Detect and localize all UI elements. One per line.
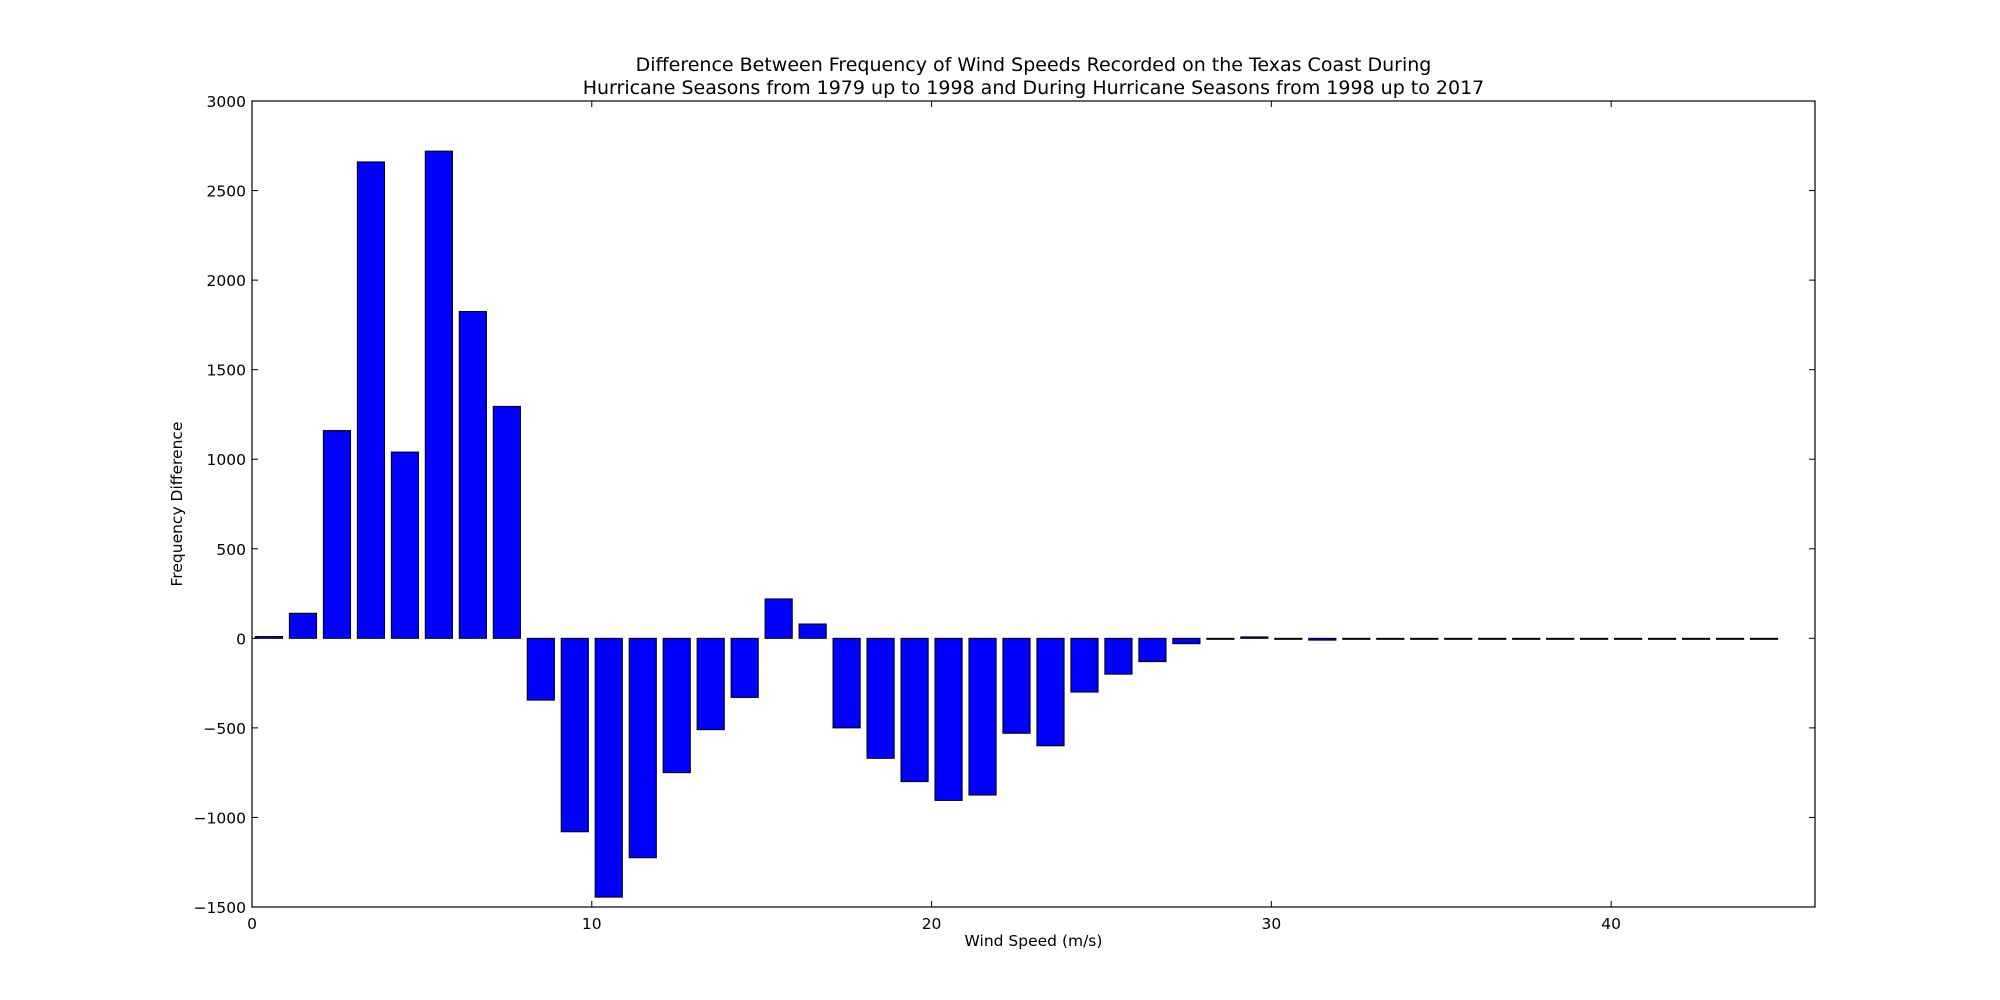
x-tick-label: 10 [582,915,602,933]
bar [1308,637,1337,641]
bar [696,637,725,731]
x-axis-ticks: 0 10 20 30 40 [247,101,1621,933]
bar [1749,637,1779,640]
bar [1580,637,1609,640]
y-tick-label: 0 [236,630,246,648]
y-tick-label: −1500 [194,899,246,917]
bar [1070,637,1099,693]
bar [798,623,827,639]
bar [934,637,963,801]
bar [730,637,759,698]
bar [1444,637,1473,640]
bar [1715,637,1745,640]
bar [900,637,929,783]
x-tick-label: 0 [247,915,257,933]
chart-title: Difference Between Frequency of Wind Spe… [583,54,1485,99]
y-tick-label: 2000 [207,272,246,290]
y-axis-label: Frequency Difference [168,422,186,587]
bar [1172,637,1201,645]
y-tick-label: 3000 [207,93,246,111]
bar [1002,637,1031,734]
bar [322,430,352,639]
y-tick-label: 2500 [207,183,246,201]
bar [390,451,419,639]
bar [560,637,589,833]
bar [594,637,623,898]
bar [492,405,521,639]
chart-title-line: Hurricane Seasons from 1979 up to 1998 a… [583,77,1485,99]
y-tick-label: −500 [203,720,246,738]
bar [1104,637,1133,675]
bar [662,637,691,774]
bar [356,161,386,639]
chart-title-line: Difference Between Frequency of Wind Spe… [636,54,1432,76]
y-tick-label: 500 [216,541,246,559]
bar [1648,637,1677,640]
bar [424,150,453,639]
x-tick-label: 20 [922,915,942,933]
bar [1546,637,1575,640]
y-tick-label: −1000 [194,809,246,827]
x-axis-label: Wind Speed (m/s) [965,932,1103,950]
bar [764,598,793,639]
y-tick-label: 1500 [207,362,246,380]
bar [1240,636,1269,639]
bar [1274,637,1303,640]
bar [1410,637,1439,640]
bar [1512,637,1541,640]
bar [458,310,487,639]
bar [866,637,895,759]
x-tick-label: 30 [1261,915,1281,933]
bar [1138,637,1167,663]
bar [1342,637,1371,640]
bar [254,636,284,639]
bar [288,612,318,639]
bar [628,637,657,859]
x-tick-label: 40 [1601,915,1621,933]
bars-group [254,150,1779,898]
bar [1206,637,1235,640]
bar [1376,637,1405,640]
y-tick-label: 1000 [207,451,246,469]
bar [1614,637,1643,640]
bar [968,637,997,796]
bar [832,637,861,729]
plot-frame [251,100,1816,908]
y-axis-ticks: −1500 −1000 −500 0 500 1000 1500 2000 2500 3000 [194,93,1815,917]
bar [1681,637,1711,640]
bar [1478,637,1507,640]
bar [526,637,555,701]
bar [1036,637,1065,747]
